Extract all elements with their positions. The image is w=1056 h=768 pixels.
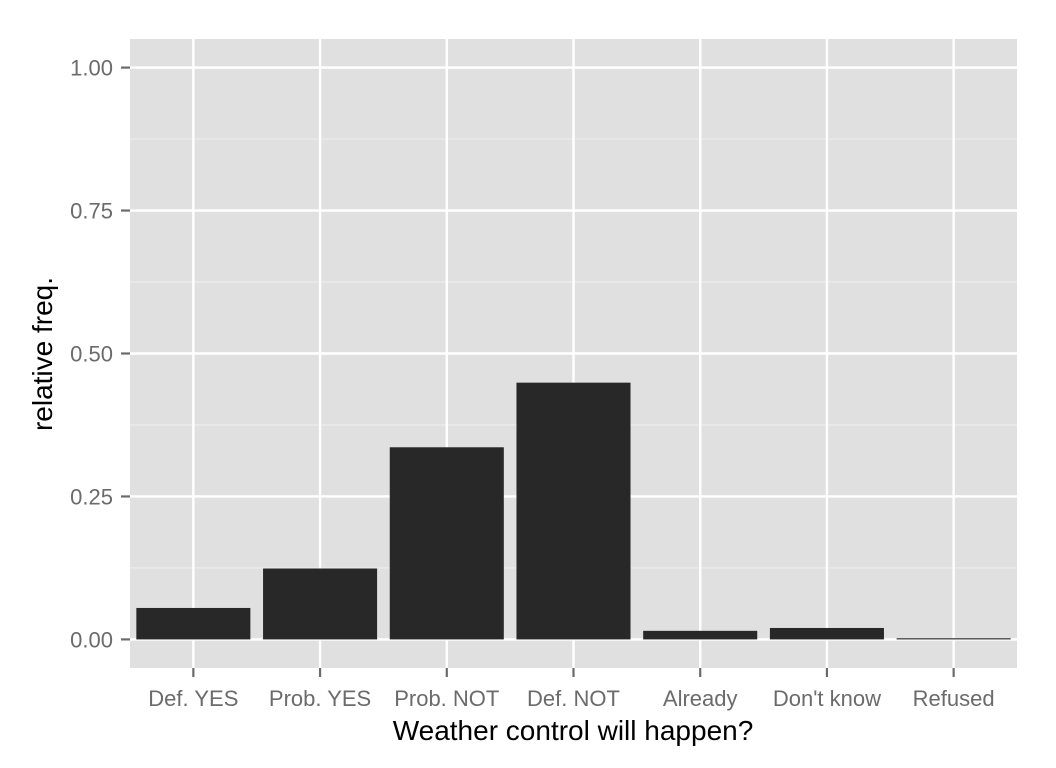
bar <box>643 630 758 640</box>
bar <box>769 627 884 640</box>
bar <box>896 638 1011 640</box>
x-tick-label: Don't know <box>773 686 881 711</box>
bars <box>136 382 1011 640</box>
x-tick-label: Def. NOT <box>527 686 620 711</box>
x-axis-title: Weather control will happen? <box>393 715 754 746</box>
y-axis-title: relative freq. <box>27 277 58 431</box>
x-tick-label: Def. YES <box>148 686 238 711</box>
x-tick-label: Prob. NOT <box>394 686 499 711</box>
x-tick-label: Prob. YES <box>269 686 371 711</box>
major-gridlines <box>130 39 1017 668</box>
bar <box>389 447 504 640</box>
y-tick-label: 1.00 <box>70 56 113 81</box>
y-tick-label: 0.50 <box>70 342 113 367</box>
bar <box>136 607 251 640</box>
y-tick-label: 0.00 <box>70 627 113 652</box>
x-tick-label: Already <box>663 686 738 711</box>
bar <box>263 568 378 640</box>
x-tick-label: Refused <box>913 686 995 711</box>
y-tick-label: 0.75 <box>70 199 113 224</box>
y-axis: 0.00 0.25 0.50 0.75 1.00 <box>70 56 130 652</box>
bar <box>516 382 631 640</box>
x-axis: Def. YES Prob. YES Prob. NOT Def. NOT Alread… <box>148 668 995 711</box>
y-tick-label: 0.25 <box>70 484 113 509</box>
